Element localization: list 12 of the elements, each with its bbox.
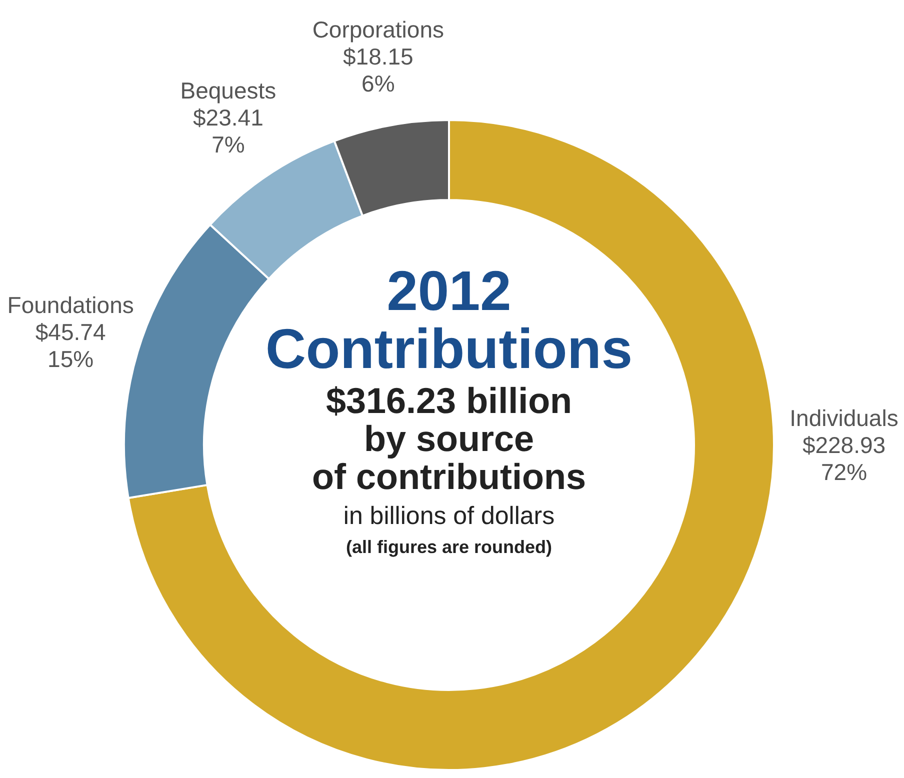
slice-label: Foundations (7, 292, 134, 318)
text: 2012 Contributions (264, 259, 634, 380)
slice-label: Corporations (312, 16, 444, 42)
data-label: $228.93 72% (802, 432, 886, 485)
text: in billions of dollars (342, 502, 556, 531)
text: (all figures are rounded) (344, 537, 554, 558)
data-label: $23.41 7% (193, 104, 264, 158)
data-label: $45.74 15% (35, 318, 106, 372)
text: $316.23 billion by source of contributions (311, 380, 587, 497)
data-label: $18.15 6% (342, 43, 414, 96)
slice-label: Individuals (790, 405, 898, 431)
slice-label: Bequests (180, 77, 276, 104)
